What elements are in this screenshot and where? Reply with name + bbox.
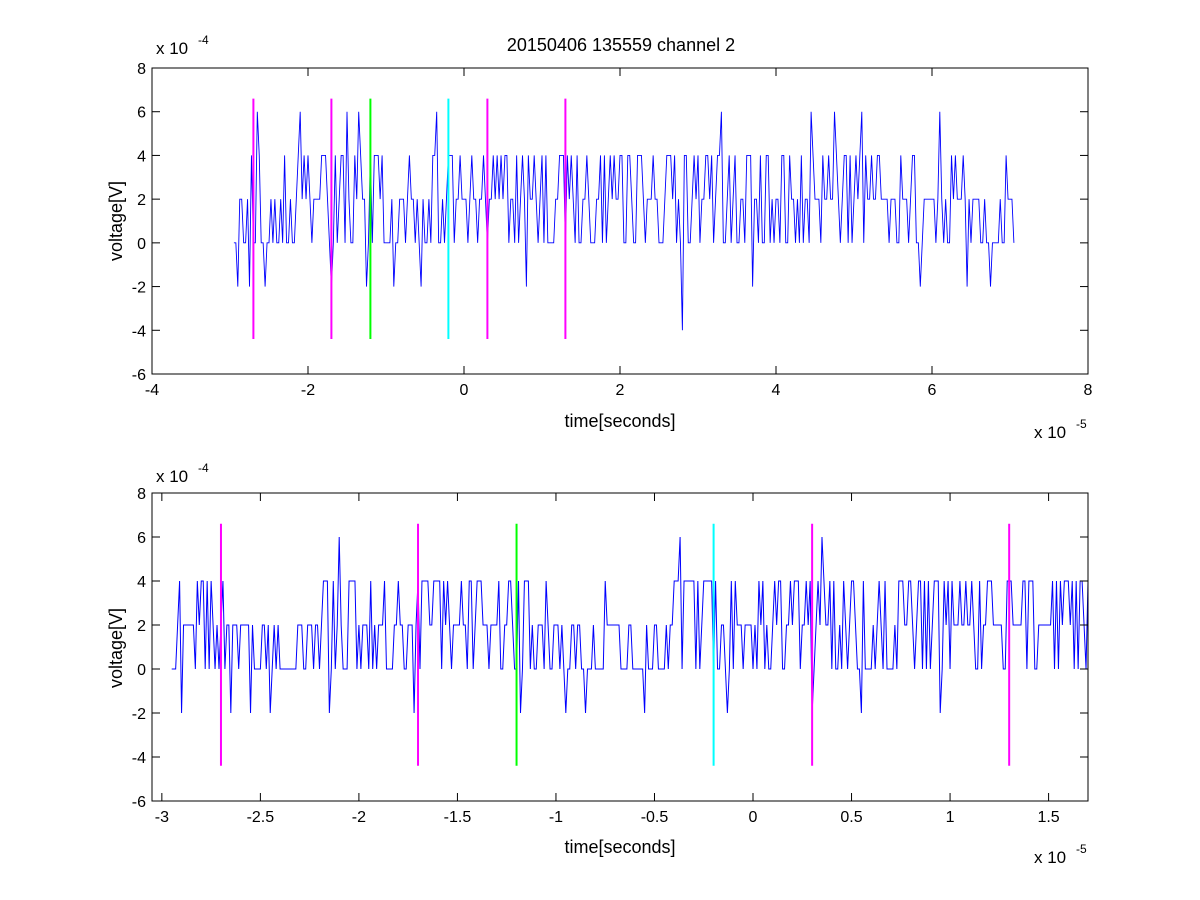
- top-x-tick-label: 2: [616, 382, 625, 399]
- bottom-x-scale-base: x 10: [1034, 848, 1066, 867]
- top-x-tick-label: 4: [772, 382, 781, 399]
- top-x-scale-power: -5: [1076, 417, 1087, 431]
- bottom-x-tick-label: -2: [352, 809, 366, 826]
- top-y-tick-label: -4: [132, 323, 146, 340]
- bottom-y-scale-base: x 10: [156, 467, 188, 486]
- bottom-x-tick-label: 1.5: [1037, 809, 1059, 826]
- top-x-scale-base: x 10: [1034, 423, 1066, 442]
- top-axes-box: [151, 67, 1089, 375]
- top-y-scale-power: -4: [198, 33, 209, 47]
- top-y-tick-label: -2: [132, 280, 146, 297]
- bottom-axes-frame: [151, 492, 1089, 802]
- bottom-x-tick-label: -1: [549, 809, 563, 826]
- bottom-y-tick-label: 4: [137, 574, 146, 591]
- top-subplot: 20150406 135559 channel 2 x 10 -4 -4 -2 0 2…: [106, 33, 1093, 442]
- top-chart-title: 20150406 135559 channel 2: [507, 35, 735, 55]
- top-y-axis-label: voltage[V]: [106, 181, 126, 261]
- top-x-tick-label: -4: [145, 382, 159, 399]
- top-x-tick-label: 6: [928, 382, 937, 399]
- top-y-tick-label: 8: [137, 61, 146, 78]
- bottom-y-tick-label: 6: [137, 530, 146, 547]
- top-x-axis-label: time[seconds]: [564, 411, 675, 431]
- top-x-tick-label: 0: [460, 382, 469, 399]
- bottom-axes-box: [151, 492, 1089, 802]
- bottom-x-axis-label: time[seconds]: [564, 837, 675, 857]
- top-y-tick-label: 6: [137, 105, 146, 122]
- bottom-y-axis-label: voltage[V]: [106, 608, 126, 688]
- bottom-x-tick-label: -0.5: [641, 809, 669, 826]
- top-x-scale-exponent: x 10 -5: [1034, 417, 1087, 442]
- top-x-tick-label: -2: [301, 382, 315, 399]
- bottom-y-tick-label: 0: [137, 662, 146, 679]
- bottom-y-tick-label: -2: [132, 706, 146, 723]
- bottom-y-tick-label: 8: [137, 486, 146, 503]
- bottom-x-tick-label: 0.5: [840, 809, 862, 826]
- bottom-plot-marks: [171, 523, 1088, 766]
- bottom-x-tick-label: -3: [155, 809, 169, 826]
- bottom-x-tick-label: -1.5: [444, 809, 472, 826]
- top-y-scale-base: x 10: [156, 39, 188, 58]
- top-y-tick-label: 4: [137, 148, 146, 165]
- top-y-tick-label: 0: [137, 236, 146, 253]
- bottom-x-scale-exponent: x 10 -5: [1034, 842, 1087, 867]
- bottom-x-scale-power: -5: [1076, 842, 1087, 856]
- bottom-y-tick-label: 2: [137, 618, 146, 635]
- top-y-scale-exponent: x 10 -4: [156, 33, 209, 58]
- top-x-tick-label: 8: [1084, 382, 1093, 399]
- bottom-x-tick-label: 1: [946, 809, 955, 826]
- top-y-tick-label: -6: [132, 367, 146, 384]
- bottom-x-tick-label: 0: [749, 809, 758, 826]
- top-signal-line: [233, 111, 1015, 331]
- top-plot-marks: [233, 98, 1015, 340]
- top-y-tick-label: 2: [137, 192, 146, 209]
- bottom-y-tick-label: -6: [132, 794, 146, 811]
- bottom-y-tick-label: -4: [132, 750, 146, 767]
- bottom-x-tick-label: -2.5: [247, 809, 275, 826]
- bottom-tick-labels: -3 -2.5 -2 -1.5 -1 -0.5 0 0.5 1 1.5 -6 -4 -2 0 2 4 6 8: [132, 486, 1060, 826]
- bottom-y-scale-power: -4: [198, 461, 209, 475]
- bottom-y-scale-exponent: x 10 -4: [156, 461, 209, 486]
- bottom-subplot: x 10 -4 -3 -2.5 -2 -1.5 -1 -0.5 0 0.5 1 1.5 -6 -4 -2…: [106, 461, 1089, 867]
- bottom-signal-line: [171, 536, 1088, 714]
